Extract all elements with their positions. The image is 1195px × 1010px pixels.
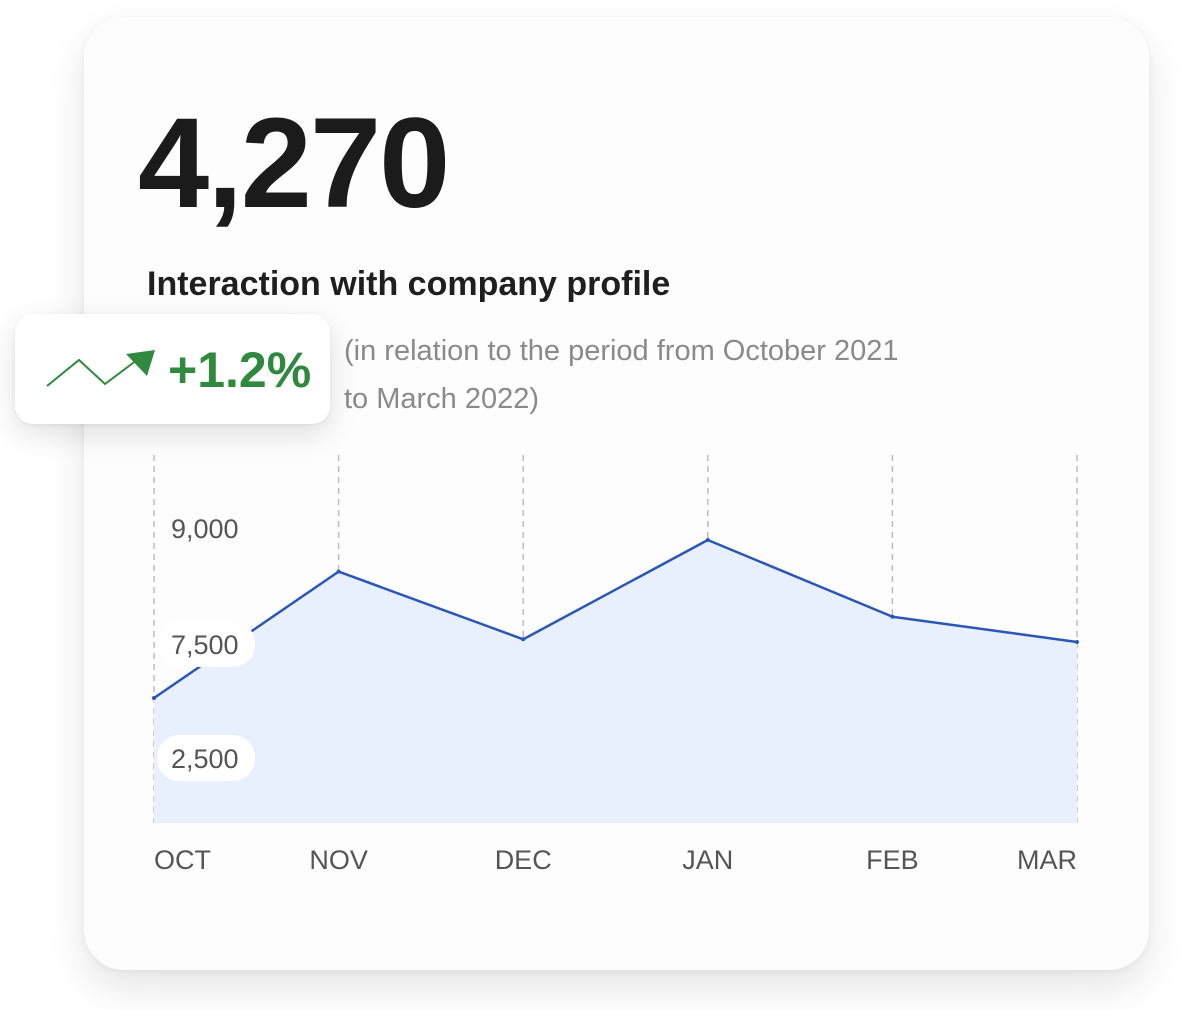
data-point-oct <box>152 696 156 700</box>
data-point-feb <box>890 614 895 619</box>
x-tick-dec: DEC <box>495 845 552 875</box>
data-point-mar <box>1075 640 1079 644</box>
metric-value: 4,270 <box>138 92 450 235</box>
x-tick-jan: JAN <box>682 845 733 875</box>
series-points <box>152 538 1079 700</box>
change-badge: +1.2% <box>15 314 330 424</box>
y-tick-0: 9,000 <box>171 514 239 544</box>
comparison-period-line-1: (in relation to the period from October … <box>344 335 899 367</box>
x-tick-feb: FEB <box>866 845 919 875</box>
series-line <box>153 538 1078 700</box>
comparison-period: (in relation to the period from October … <box>344 327 984 423</box>
y-tick-pill <box>157 735 255 781</box>
series-area <box>154 540 1077 823</box>
x-tick-labels: OCT NOV DEC JAN FEB MAR <box>154 845 1077 875</box>
y-tick-label: 9,000 <box>171 514 239 544</box>
x-tick-oct: OCT <box>154 845 211 875</box>
change-value: +1.2% <box>168 342 312 398</box>
x-tick-mar: MAR <box>1017 845 1077 875</box>
y-tick-labels: 9,000 7,500 2,500 <box>157 514 255 781</box>
x-tick-nov: NOV <box>309 845 368 875</box>
y-tick-1: 7,500 <box>157 621 255 667</box>
data-point-nov <box>336 569 341 574</box>
data-point-dec <box>521 637 526 642</box>
comparison-period-line-2: to March 2022) <box>344 383 540 415</box>
y-tick-2: 2,500 <box>157 735 255 781</box>
y-tick-label: 7,500 <box>171 630 239 660</box>
data-point-jan <box>705 538 710 542</box>
trending-up-icon <box>46 350 155 387</box>
y-tick-label: 2,500 <box>171 744 239 774</box>
metric-title: Interaction with company profile <box>147 265 671 303</box>
y-tick-pill <box>157 621 255 667</box>
